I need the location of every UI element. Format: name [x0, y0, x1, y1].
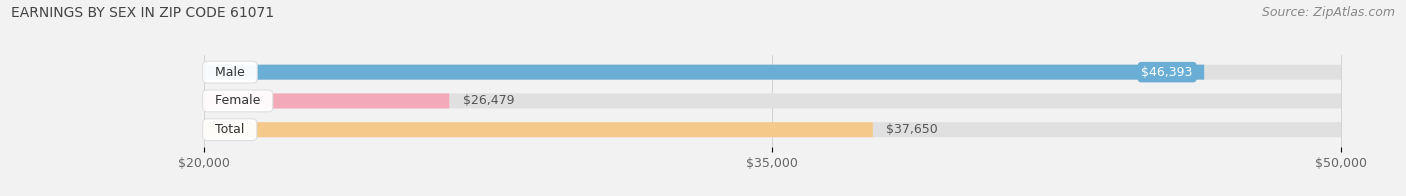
FancyBboxPatch shape: [204, 65, 1204, 80]
Text: Source: ZipAtlas.com: Source: ZipAtlas.com: [1261, 6, 1395, 19]
Text: Male: Male: [207, 66, 253, 79]
FancyBboxPatch shape: [204, 93, 1341, 108]
Text: Total: Total: [207, 123, 253, 136]
FancyBboxPatch shape: [204, 122, 873, 137]
Text: Female: Female: [207, 94, 269, 107]
Text: $37,650: $37,650: [886, 123, 938, 136]
Text: $26,479: $26,479: [463, 94, 515, 107]
Text: $46,393: $46,393: [1142, 66, 1192, 79]
FancyBboxPatch shape: [204, 122, 1341, 137]
FancyBboxPatch shape: [204, 93, 450, 108]
Text: EARNINGS BY SEX IN ZIP CODE 61071: EARNINGS BY SEX IN ZIP CODE 61071: [11, 6, 274, 20]
FancyBboxPatch shape: [204, 65, 1341, 80]
